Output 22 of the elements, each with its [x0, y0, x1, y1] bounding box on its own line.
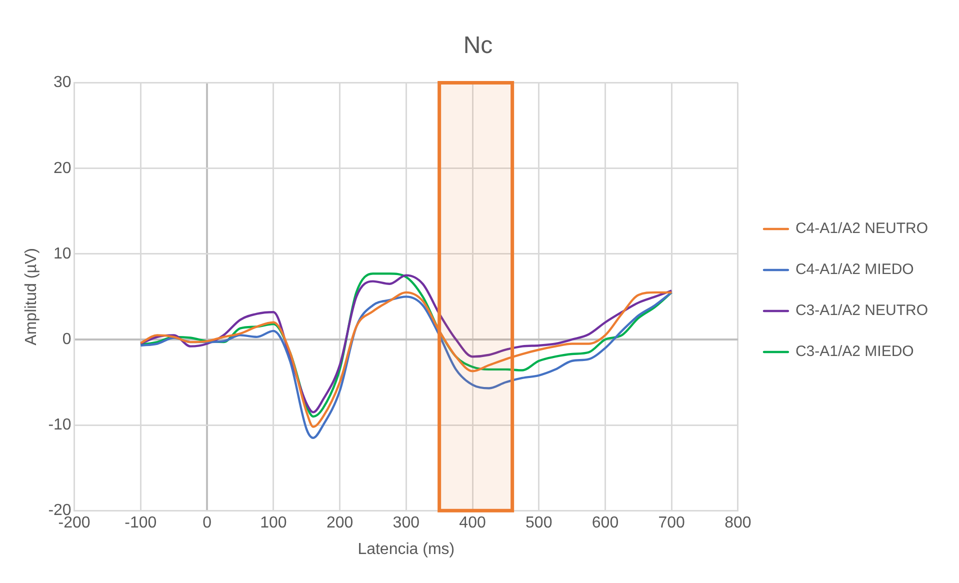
- x-tick-label: 700: [658, 514, 686, 532]
- legend-label: C3-A1/A2 MIEDO: [795, 343, 914, 360]
- x-tick-label: 600: [592, 514, 619, 532]
- legend-label: C3-A1/A2 NEUTRO: [795, 302, 928, 320]
- x-tick-label: 400: [459, 514, 486, 532]
- chart-title: Nc: [463, 32, 493, 60]
- x-tick-label: 100: [260, 514, 287, 532]
- y-tick-label: 0: [62, 330, 72, 348]
- x-axis-title: Latencia (ms): [358, 540, 455, 558]
- y-tick-label: 20: [54, 160, 72, 177]
- y-tick-label: 10: [54, 245, 72, 262]
- legend-label: C4-A1/A2 NEUTRO: [795, 220, 928, 238]
- x-tick-label: 800: [724, 514, 752, 532]
- x-tick-label: 0: [202, 514, 212, 532]
- y-axis-title: Amplitud (µV): [23, 248, 40, 346]
- y-tick-label: -10: [48, 416, 72, 434]
- y-tick-label: 30: [54, 74, 72, 92]
- x-tick-label: 500: [526, 514, 552, 532]
- legend-label: C4-A1/A2 MIEDO: [795, 261, 914, 278]
- x-tick-label: 200: [326, 514, 354, 532]
- x-tick-label: 300: [392, 514, 420, 532]
- x-tick-label: -100: [124, 514, 157, 532]
